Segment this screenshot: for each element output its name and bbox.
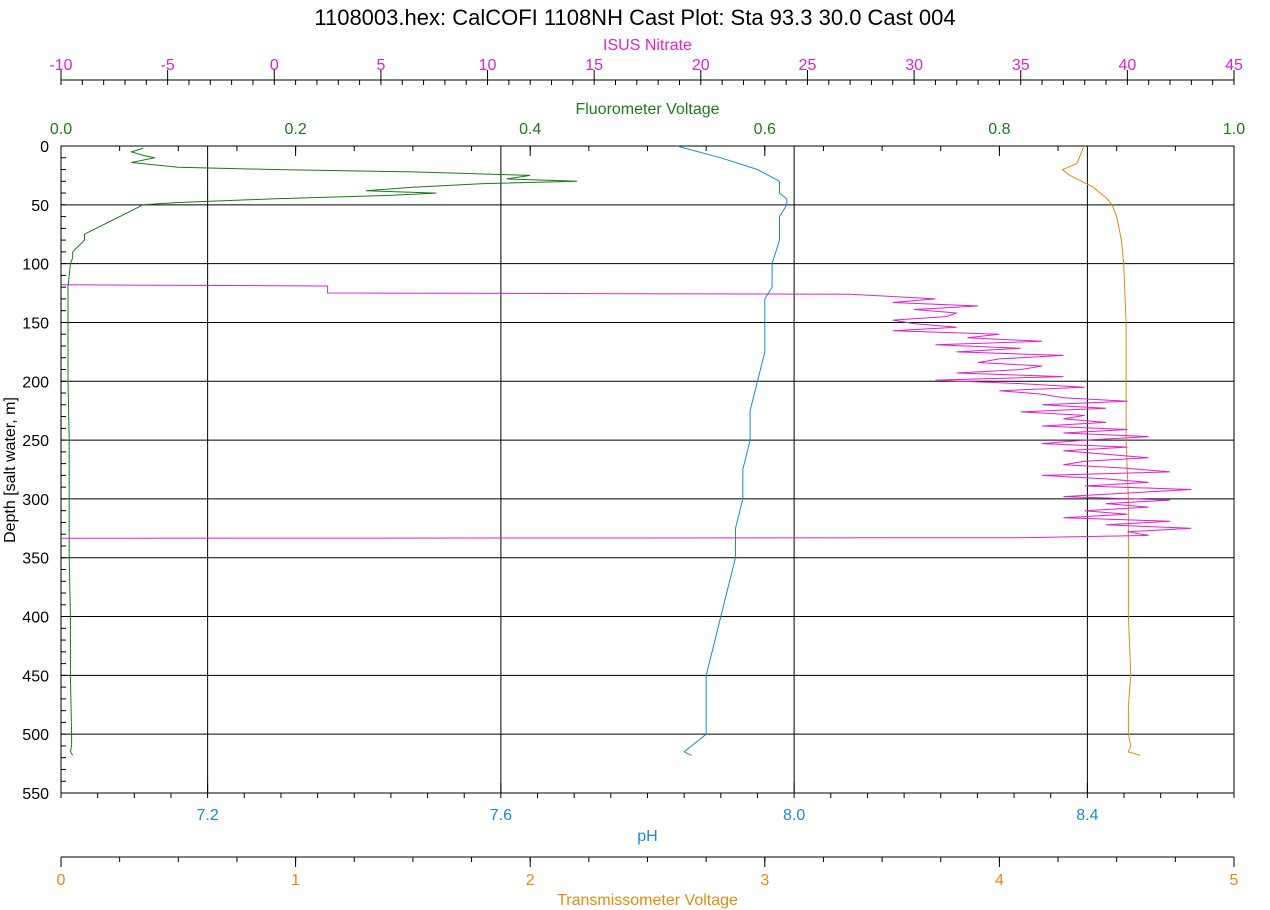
fluor-tick-label: 0.8 bbox=[988, 121, 1010, 138]
depth-tick-label: 250 bbox=[22, 433, 49, 450]
trans-tick-label: 5 bbox=[1230, 872, 1239, 889]
ph-series-line bbox=[676, 145, 788, 756]
nitrate-tick-label: 15 bbox=[585, 57, 603, 74]
depth-tick-label: 150 bbox=[22, 315, 49, 332]
depth-tick-label: 300 bbox=[22, 492, 49, 509]
nitrate-axis-title: ISUS Nitrate bbox=[603, 37, 692, 54]
fluor-axis-title: Fluorometer Voltage bbox=[575, 101, 719, 118]
plot-frame bbox=[60, 145, 1235, 794]
trans-series-line bbox=[1061, 145, 1141, 756]
nitrate-tick-label: -5 bbox=[161, 57, 175, 74]
fluor-tick-label: 0.4 bbox=[519, 121, 541, 138]
nitrate-tick-label: 10 bbox=[479, 57, 497, 74]
nitrate-tick-label: 35 bbox=[1012, 57, 1030, 74]
nitrate-series-line bbox=[60, 284, 1192, 539]
nitrate-tick-label: 25 bbox=[799, 57, 817, 74]
depth-tick-label: 350 bbox=[22, 551, 49, 568]
depth-tick-label: 200 bbox=[22, 374, 49, 391]
ph-tick-label: 8.0 bbox=[783, 807, 805, 824]
nitrate-tick-label: 5 bbox=[376, 57, 385, 74]
ph-tick-label: 7.2 bbox=[197, 807, 219, 824]
fluor-tick-label: 0.6 bbox=[754, 121, 776, 138]
trans-tick-label: 3 bbox=[760, 872, 769, 889]
depth-tick-label: 500 bbox=[22, 727, 49, 744]
nitrate-tick-label: 45 bbox=[1225, 57, 1243, 74]
y-axis-label: Depth [salt water, m] bbox=[2, 397, 19, 543]
depth-tick-label: 550 bbox=[22, 786, 49, 803]
fluor-tick-label: 0.0 bbox=[50, 121, 72, 138]
nitrate-tick-label: 40 bbox=[1118, 57, 1136, 74]
trans-tick-label: 0 bbox=[57, 872, 66, 889]
chart-title: 1108003.hex: CalCOFI 1108NH Cast Plot: S… bbox=[314, 5, 955, 30]
depth-tick-label: 400 bbox=[22, 610, 49, 627]
trans-axis-title: Transmissometer Voltage bbox=[557, 892, 738, 909]
nitrate-tick-label: 0 bbox=[270, 57, 279, 74]
nitrate-tick-label: -10 bbox=[49, 57, 72, 74]
trans-tick-label: 2 bbox=[526, 872, 535, 889]
depth-tick-label: 50 bbox=[31, 198, 49, 215]
depth-tick-label: 0 bbox=[40, 139, 49, 156]
depth-tick-label: 450 bbox=[22, 668, 49, 685]
series-lines bbox=[60, 145, 1192, 756]
nitrate-tick-label: 20 bbox=[692, 57, 710, 74]
nitrate-tick-label: 30 bbox=[905, 57, 923, 74]
ph-axis-title: pH bbox=[637, 828, 657, 845]
ph-tick-label: 7.6 bbox=[490, 807, 512, 824]
grid-lines bbox=[61, 145, 1234, 794]
ph-tick-label: 8.4 bbox=[1076, 807, 1098, 824]
depth-tick-label: 100 bbox=[22, 257, 49, 274]
fluor-tick-label: 0.2 bbox=[284, 121, 306, 138]
trans-tick-label: 4 bbox=[995, 872, 1004, 889]
fluor-series-line bbox=[67, 147, 578, 756]
trans-tick-label: 1 bbox=[291, 872, 300, 889]
fluor-tick-label: 1.0 bbox=[1223, 121, 1245, 138]
